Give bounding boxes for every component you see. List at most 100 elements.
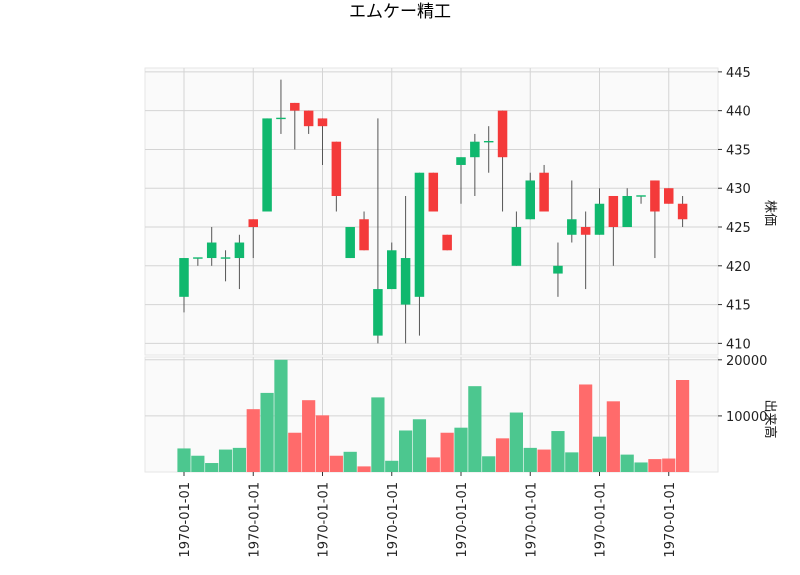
x-axis: 1970-01-01 1970-01-01 1970-01-01 1970-01-01… [178, 472, 678, 558]
candle-body [539, 172, 549, 212]
candle-body [179, 258, 189, 297]
chart-title: エムケー精工 [349, 2, 451, 22]
volume-bar [315, 415, 330, 472]
candle-body [608, 195, 619, 228]
candle-body [664, 188, 674, 204]
x-tick-label: 1970-01-01 [455, 482, 470, 558]
volume-bar [565, 452, 579, 472]
candle-body [276, 117, 286, 120]
volume-bar [454, 427, 468, 472]
candle-body [262, 118, 272, 212]
volume-bar [468, 386, 482, 472]
x-tick-label: 1970-01-01 [178, 482, 193, 558]
volume-bar [302, 400, 316, 472]
candle-body [580, 227, 591, 235]
price-tick-label: 425 [726, 221, 751, 236]
candle-body [331, 141, 342, 196]
candle-body [400, 258, 411, 305]
candle-body [234, 242, 245, 259]
candle-body [456, 157, 466, 165]
candle-body [220, 257, 231, 259]
volume-bar [232, 447, 246, 472]
candle-body [290, 102, 300, 111]
price-tick-label: 440 [726, 105, 751, 120]
candle-body [414, 172, 425, 297]
volume-bar [246, 409, 260, 472]
candle-body [428, 172, 439, 212]
volume-bar [551, 431, 565, 472]
volume-tick-label: 10000 [726, 410, 767, 425]
price-axis: 410 415 420 425 430 435 440 445 [718, 66, 751, 352]
volume-bar [288, 432, 302, 472]
volume-bar [260, 392, 274, 472]
candle-body [345, 227, 355, 259]
volume-bar [274, 359, 288, 472]
volume-bar [385, 460, 399, 472]
x-tick-label: 1970-01-01 [663, 482, 678, 558]
x-tick-label: 1970-01-01 [247, 482, 262, 558]
candle-body [677, 203, 688, 220]
volume-bars [177, 359, 690, 472]
candle-body [525, 180, 535, 220]
volume-bar [606, 401, 620, 472]
candle-body [193, 257, 203, 259]
candle-body [373, 289, 383, 336]
volume-bar [426, 457, 440, 472]
volume-axis-label: 出来高 [762, 399, 778, 438]
volume-bar [662, 458, 676, 472]
candle-body [317, 118, 328, 127]
candle-body [387, 250, 397, 290]
volume-bar [523, 447, 537, 472]
candle-body [442, 234, 452, 251]
candle-body [483, 140, 494, 143]
volume-bar [676, 380, 690, 472]
x-tick-label: 1970-01-01 [594, 482, 609, 558]
volume-bar [343, 451, 357, 472]
volume-bar [329, 455, 343, 472]
candle-body [359, 219, 369, 251]
candle-body [470, 141, 480, 158]
volume-bar [579, 384, 593, 472]
volume-bar [440, 432, 454, 472]
volume-bar [592, 436, 607, 472]
grid-lines [145, 68, 718, 472]
candle-body [594, 203, 605, 235]
x-tick-label: 1970-01-01 [386, 482, 401, 558]
volume-bar [509, 412, 523, 472]
volume-bar [648, 459, 662, 472]
candle-body [248, 219, 258, 228]
volume-bar [357, 466, 371, 472]
price-tick-label: 430 [726, 182, 751, 197]
volume-bar [620, 454, 634, 472]
x-tick-label: 1970-01-01 [524, 482, 539, 558]
candle-body [511, 227, 522, 266]
candles [179, 79, 688, 344]
candle-body [553, 265, 563, 274]
volume-bar [177, 448, 191, 472]
price-tick-label: 415 [726, 299, 751, 314]
price-tick-label: 420 [726, 260, 751, 275]
candle-body [206, 242, 217, 259]
price-tick-label: 435 [726, 143, 751, 158]
x-tick-label: 1970-01-01 [317, 482, 332, 558]
candle-body [303, 110, 314, 127]
price-tick-label: 445 [726, 66, 751, 81]
volume-axis: 10000 20000 [718, 354, 767, 425]
price-axis-label: 株価 [762, 200, 777, 226]
volume-bar [495, 438, 510, 472]
price-tick-label: 410 [726, 337, 751, 352]
candle-body [497, 110, 508, 158]
volume-bar [634, 462, 648, 472]
volume-bar [191, 455, 205, 472]
volume-tick-label: 20000 [726, 354, 767, 369]
volume-bar [218, 449, 233, 472]
volume-bar [412, 419, 427, 472]
volume-bar [537, 449, 551, 472]
volume-bar [371, 397, 385, 472]
candle-body [650, 180, 660, 212]
candle-body [622, 195, 632, 228]
volume-bar [399, 430, 413, 472]
volume-bar [205, 463, 219, 472]
volume-bar [482, 456, 496, 472]
